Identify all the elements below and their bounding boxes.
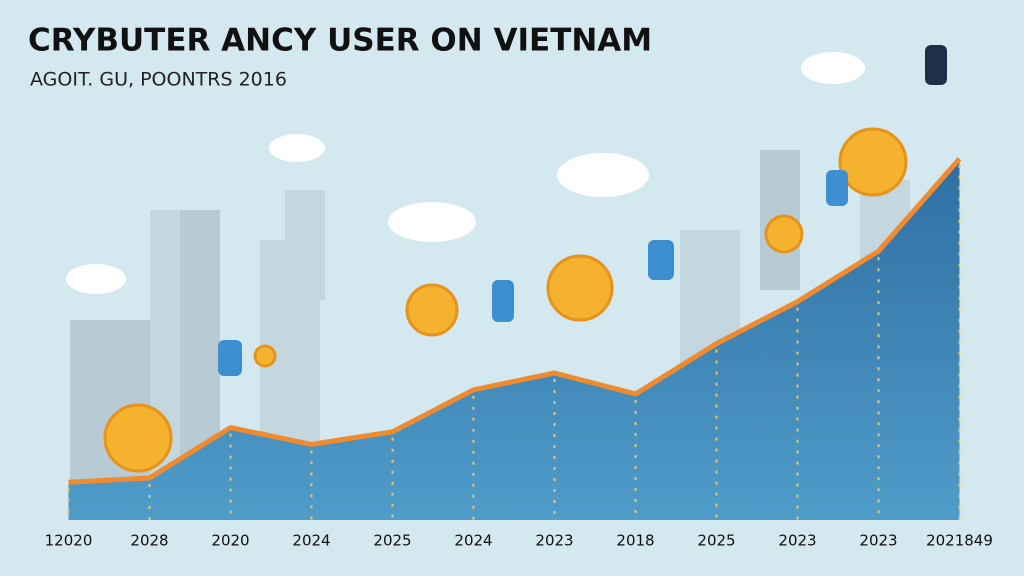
x-tick-label: 2024 <box>292 532 330 550</box>
x-tick-label: 2025 <box>373 532 411 550</box>
people <box>218 45 947 376</box>
line <box>68 157 962 485</box>
area <box>68 158 960 521</box>
x-tick-label: 2024 <box>454 532 492 550</box>
clouds <box>66 52 865 294</box>
chart-title: CRYBUTER ANCY USER ON VIETNAM <box>28 23 652 59</box>
x-tick-label: 12020 <box>45 532 93 550</box>
x-tick-label: 2023 <box>859 532 897 550</box>
x-tick-label: 2018 <box>616 532 654 550</box>
plot: 12020 2028 2020 2024 2025 2024 2023 2018 2025 202… <box>45 157 993 550</box>
x-tick-label: 2023 <box>535 532 573 550</box>
x-tick-label: 2025 <box>697 532 735 550</box>
chart-subtitle: AGOIT. GU, POONTRS 2016 <box>30 69 287 91</box>
x-tick-label: 2023 <box>778 532 816 550</box>
coins <box>103 127 908 473</box>
x-tick-label: 2021849 <box>926 532 993 550</box>
x-tick-label: 2028 <box>130 532 168 550</box>
x-tick-label: 2020 <box>211 532 249 550</box>
